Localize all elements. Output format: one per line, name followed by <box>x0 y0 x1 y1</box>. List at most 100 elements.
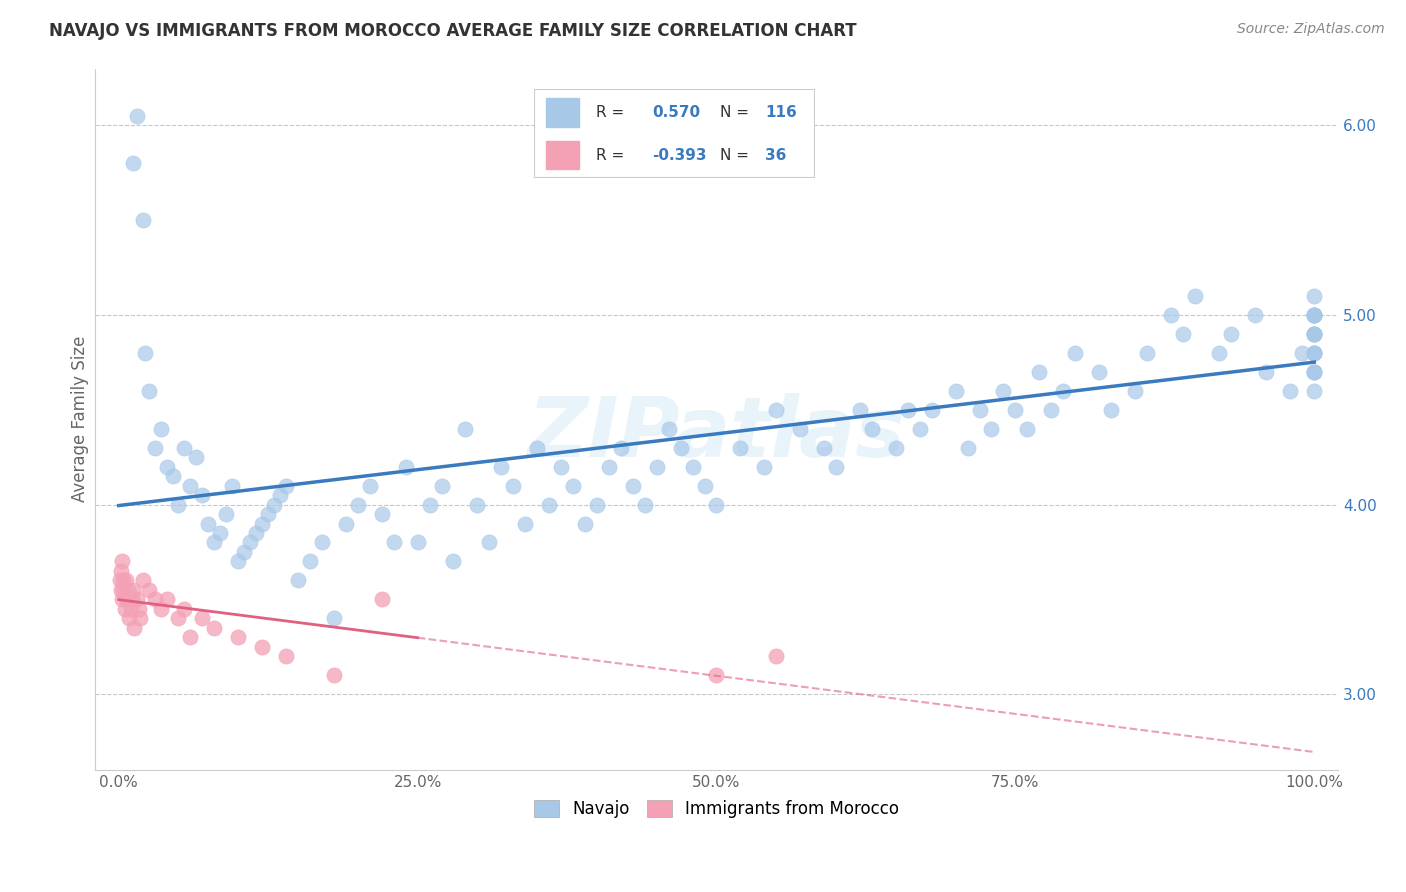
Point <box>1243 308 1265 322</box>
Point <box>209 526 232 541</box>
Point <box>122 156 145 170</box>
Point <box>526 441 548 455</box>
Point <box>110 582 132 597</box>
Point <box>1184 289 1206 303</box>
Point <box>125 592 148 607</box>
Point <box>263 498 285 512</box>
Point <box>1017 422 1039 436</box>
Point <box>382 535 405 549</box>
Point <box>115 592 138 607</box>
Point <box>454 422 477 436</box>
Point <box>765 649 787 664</box>
Point <box>138 384 160 398</box>
Point <box>682 459 704 474</box>
Point <box>167 611 190 625</box>
Point <box>298 554 321 568</box>
Point <box>179 630 201 644</box>
Point <box>754 459 776 474</box>
Point <box>239 535 262 549</box>
Point <box>167 498 190 512</box>
Point <box>1028 365 1050 379</box>
Text: 36: 36 <box>765 148 786 162</box>
Point <box>634 498 657 512</box>
Point <box>1256 365 1278 379</box>
Point <box>980 422 1002 436</box>
Point <box>186 450 208 465</box>
Point <box>1040 402 1063 417</box>
Point <box>131 574 153 588</box>
Point <box>143 441 166 455</box>
Point <box>143 592 166 607</box>
Point <box>658 422 681 436</box>
Point <box>233 545 256 559</box>
Point <box>221 478 243 492</box>
Point <box>1279 384 1302 398</box>
Point <box>969 402 991 417</box>
Point <box>693 478 716 492</box>
Point <box>138 582 160 597</box>
Text: 116: 116 <box>765 105 797 120</box>
Point <box>129 611 152 625</box>
Point <box>825 459 848 474</box>
Point <box>1303 308 1326 322</box>
Text: Source: ZipAtlas.com: Source: ZipAtlas.com <box>1237 22 1385 37</box>
Point <box>111 574 134 588</box>
Point <box>269 488 291 502</box>
Point <box>1303 346 1326 360</box>
Point <box>945 384 967 398</box>
Point <box>371 507 394 521</box>
Point <box>562 478 585 492</box>
Point <box>574 516 596 531</box>
Point <box>908 422 931 436</box>
Point <box>322 611 344 625</box>
Point <box>1291 346 1313 360</box>
Point <box>112 582 135 597</box>
Point <box>1303 365 1326 379</box>
Point <box>515 516 537 531</box>
Point <box>115 574 138 588</box>
Point <box>419 498 441 512</box>
Text: -0.393: -0.393 <box>652 148 707 162</box>
Point <box>730 441 752 455</box>
Point <box>669 441 692 455</box>
Text: 0.570: 0.570 <box>652 105 700 120</box>
Point <box>202 621 225 635</box>
Point <box>921 402 943 417</box>
Point <box>155 592 177 607</box>
Point <box>287 574 309 588</box>
Point <box>118 611 141 625</box>
Point <box>173 441 195 455</box>
Point <box>443 554 465 568</box>
Point <box>789 422 811 436</box>
FancyBboxPatch shape <box>534 89 815 178</box>
Point <box>1136 346 1159 360</box>
Point <box>274 478 297 492</box>
Point <box>191 488 214 502</box>
Point <box>897 402 920 417</box>
Point <box>1004 402 1026 417</box>
Legend: Navajo, Immigrants from Morocco: Navajo, Immigrants from Morocco <box>527 793 905 825</box>
Point <box>1303 346 1326 360</box>
Point <box>250 516 273 531</box>
Point <box>1303 308 1326 322</box>
Point <box>121 592 143 607</box>
Point <box>1219 326 1241 341</box>
Point <box>430 478 453 492</box>
Point <box>149 422 172 436</box>
Point <box>257 507 280 521</box>
Point <box>114 602 136 616</box>
Point <box>1303 326 1326 341</box>
Point <box>122 621 145 635</box>
Text: N =: N = <box>720 148 749 162</box>
Point <box>1160 308 1182 322</box>
Point <box>598 459 620 474</box>
Text: N =: N = <box>720 105 749 120</box>
Point <box>359 478 381 492</box>
Point <box>371 592 394 607</box>
Point <box>395 459 418 474</box>
Point <box>1052 384 1074 398</box>
Point <box>550 459 572 474</box>
Point <box>335 516 357 531</box>
Point <box>311 535 333 549</box>
Point <box>125 109 148 123</box>
